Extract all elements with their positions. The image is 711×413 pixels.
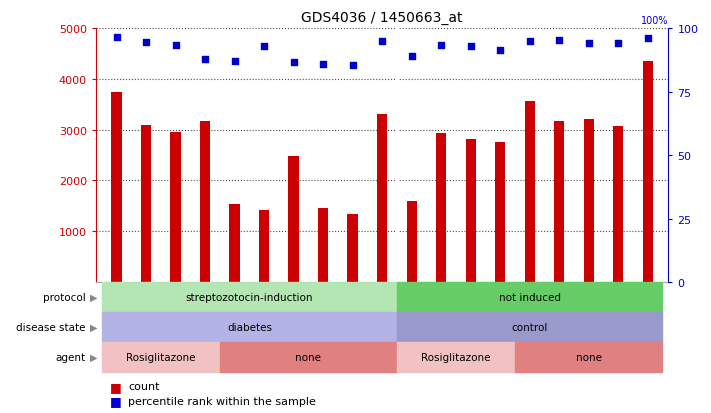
Bar [289, 156, 299, 282]
Bar [515, 342, 663, 372]
Title: GDS4036 / 1450663_at: GDS4036 / 1450663_at [301, 11, 463, 25]
Bar [643, 62, 653, 282]
Text: none: none [576, 352, 602, 362]
Bar [584, 120, 594, 282]
Bar [318, 209, 328, 282]
Point [170, 43, 181, 50]
Bar [259, 211, 269, 282]
Bar [397, 312, 663, 342]
Bar [112, 93, 122, 282]
Point [553, 38, 565, 44]
Text: disease state: disease state [16, 322, 85, 332]
Bar [525, 102, 535, 282]
Text: ▶: ▶ [90, 292, 98, 302]
Point [524, 39, 535, 45]
Bar [397, 282, 663, 312]
Bar [377, 115, 387, 282]
Text: count: count [128, 381, 159, 391]
Point [318, 62, 329, 68]
Point [465, 44, 476, 50]
Point [347, 62, 358, 69]
Bar [436, 134, 447, 282]
Point [583, 40, 594, 47]
Text: diabetes: diabetes [227, 322, 272, 332]
Point [494, 47, 506, 54]
Text: Rosiglitazone: Rosiglitazone [421, 352, 491, 362]
Text: ▶: ▶ [90, 322, 98, 332]
Bar [102, 282, 397, 312]
Text: protocol: protocol [43, 292, 85, 302]
Bar [613, 126, 624, 282]
Text: not induced: not induced [498, 292, 561, 302]
Text: 100%: 100% [641, 17, 668, 26]
Text: control: control [511, 322, 548, 332]
Point [377, 39, 388, 45]
Bar [102, 312, 397, 342]
Bar [407, 202, 417, 282]
Point [259, 44, 270, 50]
Bar [141, 125, 151, 282]
Point [612, 41, 624, 47]
Text: agent: agent [55, 352, 85, 362]
Text: Rosiglitazone: Rosiglitazone [126, 352, 196, 362]
Point [642, 36, 653, 43]
Point [111, 35, 122, 41]
Point [288, 59, 299, 66]
Text: streptozotocin-induction: streptozotocin-induction [186, 292, 313, 302]
Bar [230, 205, 240, 282]
Point [141, 39, 152, 46]
Text: percentile rank within the sample: percentile rank within the sample [128, 396, 316, 406]
Text: ▶: ▶ [90, 352, 98, 362]
Bar [200, 121, 210, 282]
Point [229, 59, 240, 65]
Point [435, 43, 447, 50]
Bar [397, 342, 515, 372]
Bar [554, 121, 565, 282]
Bar [348, 214, 358, 282]
Point [200, 57, 211, 63]
Bar [102, 342, 220, 372]
Bar [220, 342, 397, 372]
Bar [495, 142, 506, 282]
Text: ■: ■ [110, 380, 122, 393]
Bar [171, 133, 181, 282]
Text: none: none [295, 352, 321, 362]
Bar [466, 140, 476, 282]
Text: ■: ■ [110, 394, 122, 407]
Point [406, 54, 417, 61]
